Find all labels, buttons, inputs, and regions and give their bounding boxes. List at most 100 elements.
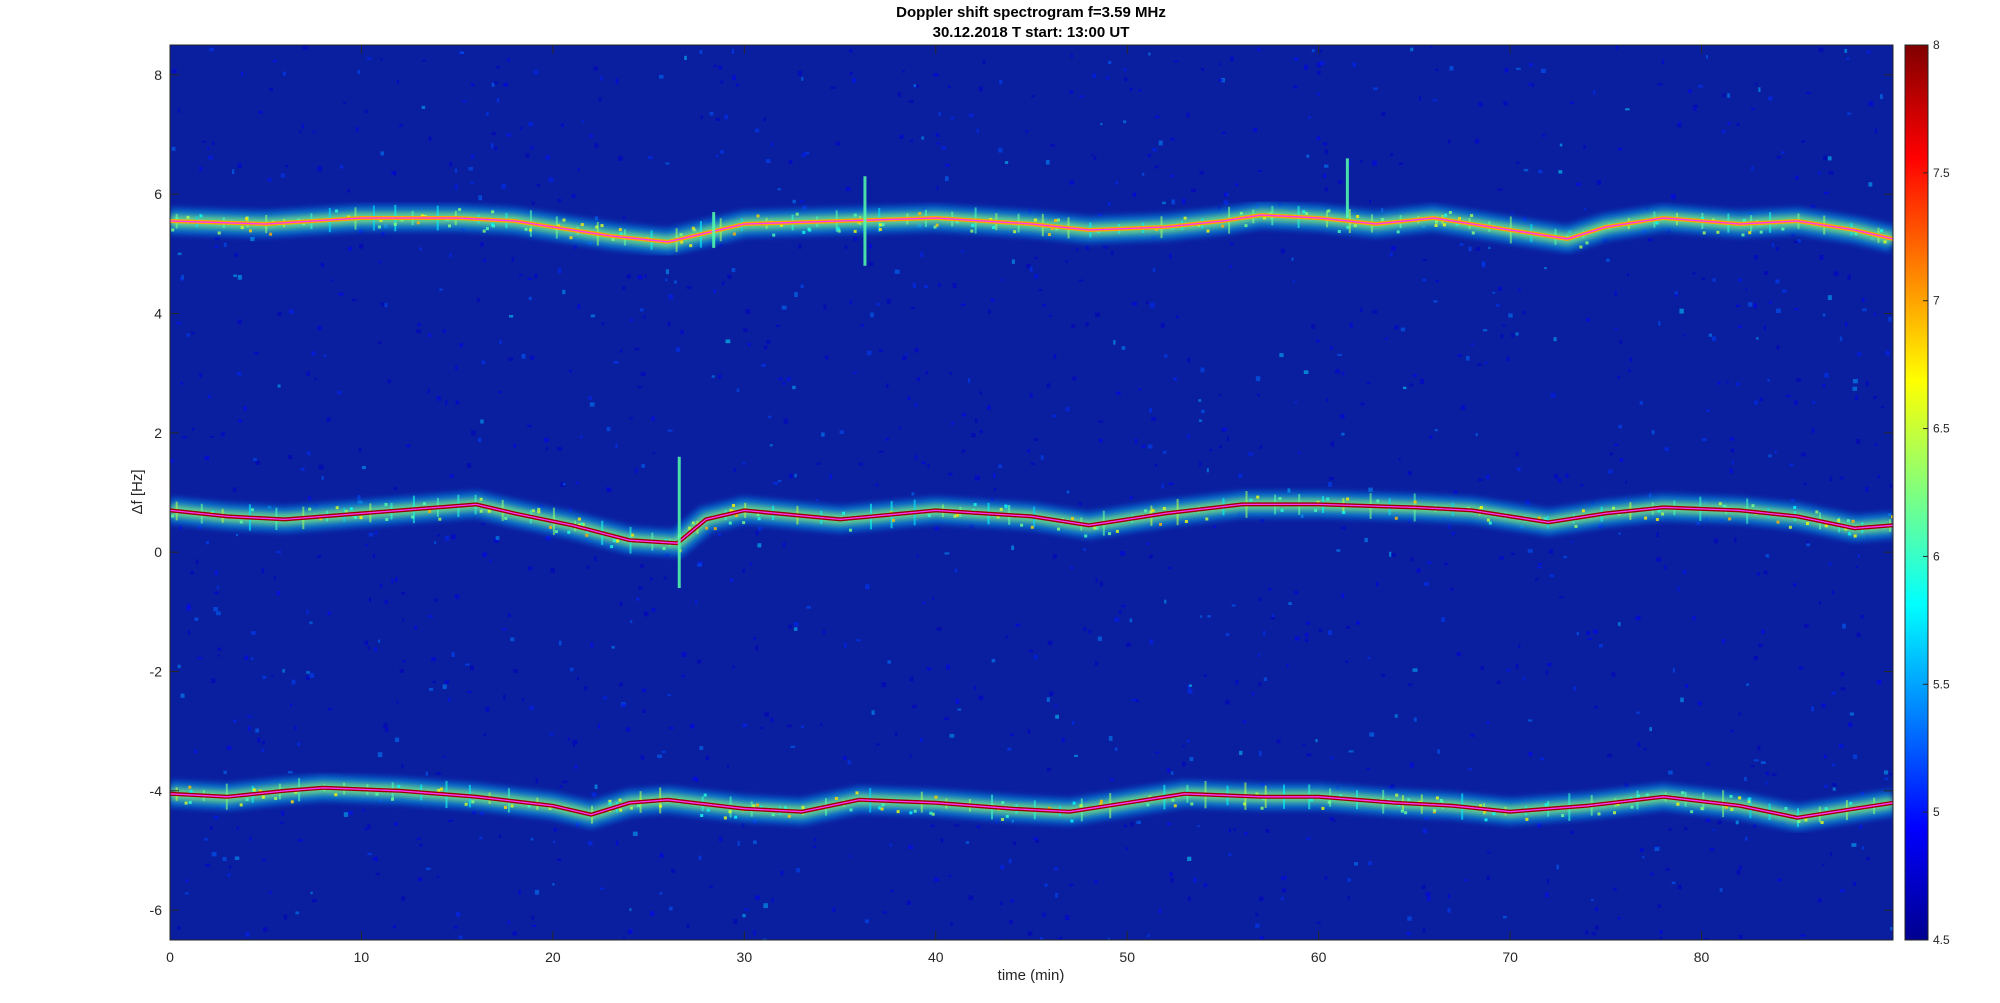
noise-speck — [1801, 452, 1806, 457]
noise-speck — [272, 59, 277, 63]
trace-speck — [416, 221, 420, 225]
noise-speck — [1693, 108, 1697, 111]
noise-speck — [1170, 878, 1174, 883]
noise-speck — [391, 171, 396, 175]
noise-speck — [1441, 617, 1445, 623]
noise-speck — [262, 927, 268, 932]
noise-speck — [1558, 170, 1563, 174]
noise-speck — [667, 694, 671, 697]
noise-speck — [223, 242, 227, 248]
trace-speck — [1738, 796, 1742, 800]
noise-speck — [1085, 322, 1089, 327]
noise-speck — [1846, 57, 1850, 60]
noise-speck — [1806, 543, 1811, 547]
noise-speck — [934, 877, 939, 882]
noise-speck — [1767, 379, 1770, 382]
noise-speck — [210, 678, 216, 684]
noise-speck — [1765, 771, 1769, 776]
noise-speck — [782, 542, 786, 548]
trace-speck — [175, 217, 179, 221]
noise-speck — [1007, 747, 1012, 751]
trace-speck — [795, 212, 799, 216]
trace-speck — [1356, 215, 1360, 218]
noise-speck — [247, 726, 251, 731]
noise-speck — [1255, 376, 1261, 382]
noise-speck — [1508, 313, 1513, 318]
noise-speck — [1189, 757, 1194, 762]
noise-speck — [1617, 375, 1621, 379]
trace-speck — [1455, 222, 1459, 226]
noise-speck — [455, 400, 460, 405]
noise-speck — [393, 486, 397, 490]
trace-speck — [1444, 213, 1448, 217]
noise-speck — [445, 400, 448, 405]
noise-speck — [1011, 545, 1014, 551]
noise-speck — [816, 462, 821, 465]
noise-speck — [1614, 443, 1619, 446]
noise-speck — [1823, 754, 1827, 759]
noise-speck — [651, 416, 655, 421]
trace-overlay-line — [170, 214, 1893, 243]
noise-speck — [1744, 836, 1748, 841]
trace-speck — [1190, 802, 1194, 806]
trace-speck — [1048, 806, 1051, 810]
noise-speck — [1394, 714, 1398, 718]
noise-speck — [530, 355, 535, 360]
noise-speck — [821, 432, 825, 437]
trace-speck — [1630, 805, 1634, 809]
noise-speck — [1040, 937, 1043, 940]
trace-speck — [971, 223, 975, 227]
noise-speck — [311, 351, 316, 356]
trace-speck — [953, 514, 957, 518]
noise-speck — [830, 86, 836, 89]
noise-speck — [364, 640, 368, 646]
noise-speck — [922, 601, 926, 605]
noise-speck — [362, 809, 365, 812]
noise-speck — [1123, 120, 1127, 124]
noise-speck — [1069, 180, 1075, 185]
noise-speck — [1347, 878, 1351, 882]
noise-speck — [1071, 720, 1075, 725]
trace-speck — [1183, 216, 1187, 220]
noise-speck — [669, 906, 673, 911]
noise-speck — [950, 116, 955, 120]
noise-speck — [1545, 892, 1549, 898]
trace-speck — [1144, 509, 1148, 513]
trace-speck — [1205, 517, 1209, 521]
noise-speck — [1556, 864, 1559, 870]
noise-speck — [396, 700, 399, 704]
noise-speck — [1540, 757, 1545, 761]
noise-speck — [1052, 414, 1056, 418]
noise-speck — [799, 200, 805, 203]
noise-speck — [280, 821, 284, 824]
trace-speck — [705, 526, 709, 530]
noise-speck — [1407, 916, 1412, 921]
noise-speck — [1776, 247, 1779, 251]
noise-speck — [1259, 936, 1264, 940]
noise-speck — [1839, 336, 1843, 342]
trace-speck — [1047, 233, 1051, 236]
trace-speck — [1657, 509, 1661, 513]
noise-speck — [367, 646, 370, 650]
noise-speck — [1071, 324, 1076, 329]
trace-speck — [391, 797, 394, 801]
noise-speck — [1027, 729, 1031, 734]
noise-speck — [1422, 828, 1428, 834]
noise-speck — [732, 665, 735, 669]
noise-speck — [1657, 83, 1663, 86]
noise-speck — [185, 879, 189, 883]
trace-speck — [269, 232, 273, 236]
noise-speck — [1057, 938, 1061, 940]
noise-speck — [1257, 393, 1260, 397]
trace-speck — [308, 507, 312, 511]
noise-speck — [1330, 756, 1334, 760]
noise-speck — [553, 840, 556, 843]
noise-speck — [742, 823, 745, 828]
noise-speck — [1789, 463, 1794, 467]
noise-speck — [1093, 880, 1098, 884]
noise-speck — [1366, 381, 1371, 385]
noise-speck — [1046, 697, 1050, 702]
noise-speck — [1857, 352, 1862, 356]
noise-speck — [435, 772, 441, 775]
noise-speck — [1426, 896, 1431, 901]
